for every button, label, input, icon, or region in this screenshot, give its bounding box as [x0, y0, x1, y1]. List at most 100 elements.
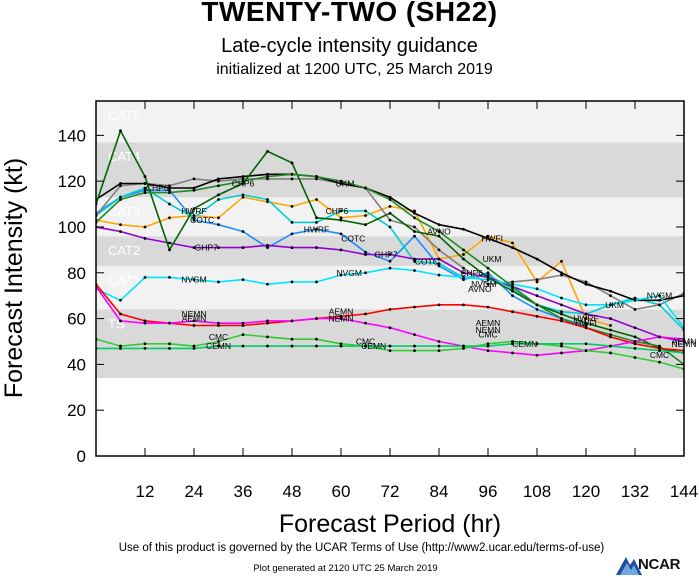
series-point-chp6 — [266, 198, 269, 201]
series-point-nvgm — [315, 280, 318, 284]
series-point-hwfi — [462, 253, 465, 256]
series-point-ofcl — [192, 188, 196, 192]
series-point-chp6 — [217, 198, 220, 201]
x-tick-label: 144 — [670, 482, 698, 501]
series-point-cmc — [486, 342, 490, 346]
series-point-ghp7 — [143, 237, 147, 240]
band-cat4 — [96, 142, 684, 198]
series-point-ofcl — [560, 317, 563, 320]
series-point-cmc — [241, 333, 245, 337]
series-point-nemn — [511, 351, 514, 355]
series-point-hwrf — [168, 188, 171, 192]
series-point-ofcl — [486, 266, 490, 270]
series-point-hwfi — [119, 223, 122, 227]
series-point-ukm — [658, 298, 661, 302]
series-point-ghp7 — [339, 248, 343, 252]
series-point-nemn — [217, 321, 220, 325]
band-cat1 — [96, 265, 684, 310]
series-point-aemn — [462, 303, 465, 307]
x-tick-label: 36 — [234, 482, 253, 501]
series-point-nemn — [437, 340, 441, 343]
series-point-aemn — [364, 312, 367, 316]
series-label-nemn: NEMN — [181, 309, 206, 319]
series-point-cemn — [339, 344, 343, 348]
series-point-ofcl — [339, 179, 343, 183]
series-point-chp6 — [486, 273, 490, 277]
series-point-nvgm — [584, 303, 588, 307]
series-point-cmc — [315, 337, 318, 341]
series-point-aemn — [217, 324, 220, 327]
series-point-chp6 — [315, 220, 318, 224]
series-point-nvgm — [290, 280, 294, 284]
series-label-cmc: CMC — [209, 332, 228, 342]
series-point-ofcl — [241, 179, 245, 183]
series-label-nvgm: NVGM — [647, 291, 673, 301]
series-point-ukm — [560, 271, 563, 275]
series-point-ghp7 — [119, 230, 122, 233]
series-point-aemn — [658, 346, 661, 350]
series-point-cemn — [658, 349, 661, 353]
series-point-aemn — [143, 319, 147, 323]
series-point-nemn — [560, 351, 563, 355]
series-point-ukm — [388, 195, 392, 199]
series-point-cotc — [266, 177, 269, 181]
series-point-cotc — [535, 278, 539, 282]
series-point-hwfi — [143, 225, 147, 229]
series-point-cemn — [413, 344, 416, 348]
series-point-ukm — [217, 177, 220, 181]
series-point-nvgm — [560, 296, 563, 300]
series-point-ghp7 — [364, 253, 367, 256]
x-tick-label: 132 — [621, 482, 649, 501]
series-point-cemn — [217, 344, 220, 348]
series-point-hwrf — [315, 227, 318, 231]
series-point-cmc — [633, 356, 637, 359]
series-point-cotc — [633, 308, 637, 311]
series-point-chp6 — [143, 186, 147, 190]
series-point-ukm — [535, 257, 539, 261]
series-point-avno — [143, 175, 147, 178]
series-point-aemn — [192, 324, 196, 327]
series-point-cemn — [437, 344, 441, 348]
series-point-ghp7 — [168, 241, 171, 245]
series-point-nemn — [192, 319, 196, 323]
series-point-ofcl — [388, 198, 392, 201]
series-point-nemn — [486, 349, 490, 353]
series-point-ukm — [266, 172, 269, 176]
series-point-chp6 — [339, 209, 343, 213]
series-point-aemn — [486, 305, 490, 309]
series-point-nemn — [388, 326, 392, 330]
series-point-hwrf — [584, 324, 588, 327]
series-point-avno — [119, 129, 122, 133]
y-tick-label: 40 — [67, 355, 86, 374]
series-point-aemn — [560, 319, 563, 323]
series-point-avno — [633, 335, 637, 339]
series-label-ukm: UKM — [336, 178, 355, 188]
series-point-ukm — [462, 227, 465, 231]
series-point-nvgm — [241, 278, 245, 282]
series-label-aemn: AEMN — [476, 318, 501, 328]
series-point-chp6 — [168, 202, 171, 206]
series-point-cotc — [486, 282, 490, 286]
series-point-cmc — [437, 349, 441, 353]
y-tick-label: 100 — [58, 218, 86, 237]
series-point-cotc — [290, 177, 294, 181]
series-point-ghp7 — [462, 271, 465, 275]
x-tick-label: 84 — [430, 482, 449, 501]
series-point-cotc — [192, 177, 196, 181]
series-label-ukm: UKM — [483, 254, 502, 264]
series-point-nvgm — [143, 275, 147, 279]
series-point-cemn — [290, 344, 294, 348]
series-point-ghp7 — [388, 253, 392, 256]
series-label-avno: AVNO — [427, 227, 451, 237]
series-point-ukm — [168, 186, 171, 190]
series-point-ofcl — [168, 191, 171, 195]
y-tick-label: 120 — [58, 172, 86, 191]
series-point-hwrf — [486, 271, 490, 275]
series-point-cemn — [486, 344, 490, 348]
series-point-aemn — [633, 342, 637, 346]
series-point-aemn — [609, 335, 612, 339]
series-point-avno — [584, 321, 588, 325]
series-point-nemn — [119, 319, 122, 323]
series-label-nvgm: NVGM — [471, 279, 497, 289]
